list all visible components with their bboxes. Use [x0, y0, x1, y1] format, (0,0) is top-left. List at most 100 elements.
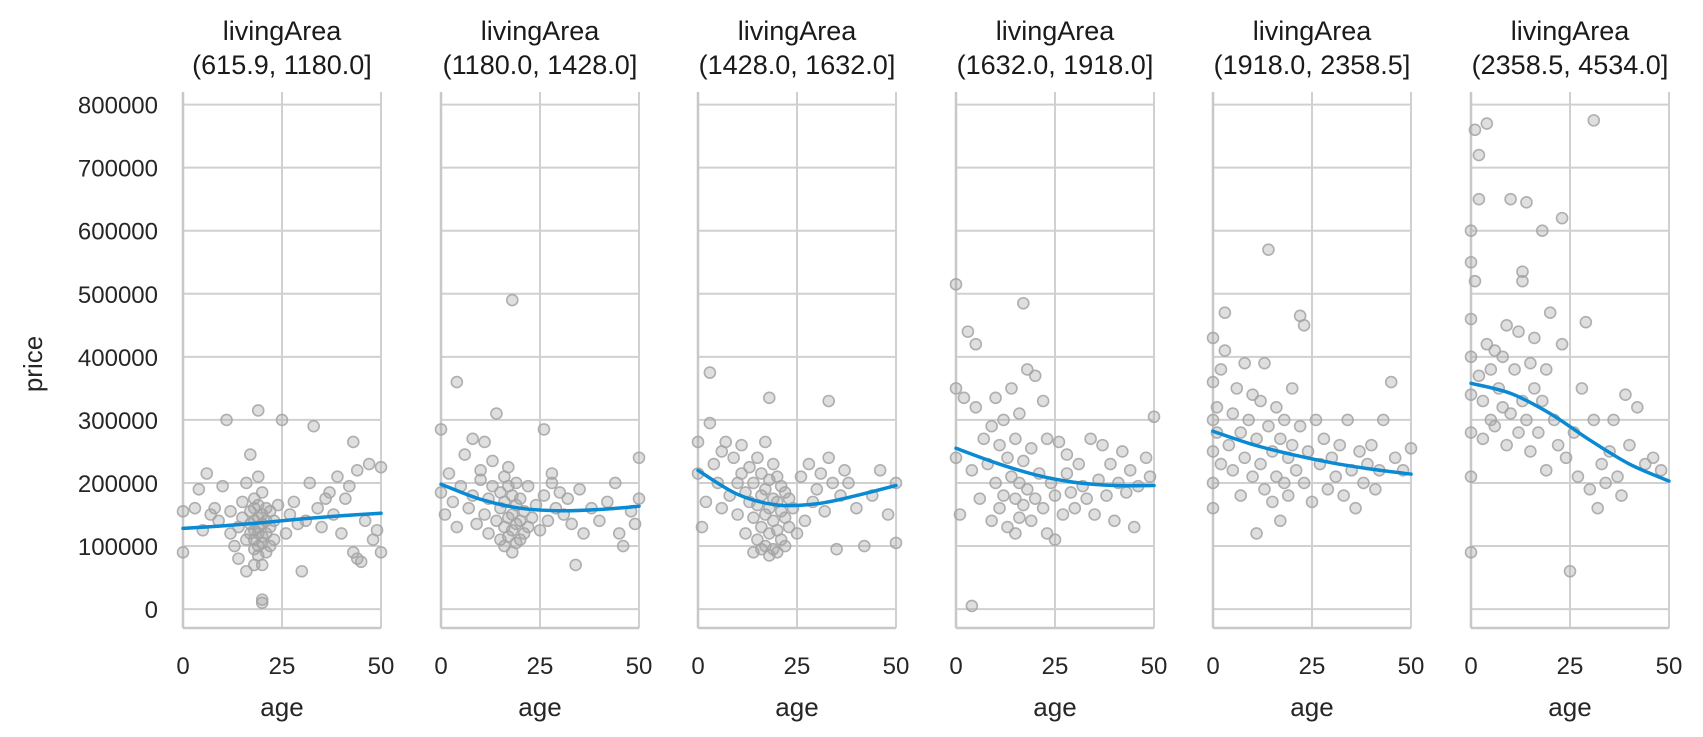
data-point	[1376, 413, 1390, 427]
data-point	[521, 479, 535, 493]
x-tick-label: 0	[691, 653, 704, 680]
data-point	[739, 527, 752, 540]
data-point	[1309, 413, 1323, 427]
data-point	[434, 423, 448, 436]
y-tick-label: 100000	[78, 534, 158, 561]
data-point	[1488, 419, 1502, 433]
data-point	[1520, 196, 1533, 209]
data-point	[1222, 438, 1236, 452]
data-point	[236, 495, 249, 509]
data-point	[1234, 489, 1248, 502]
facet-title-line2: (615.9, 1180.0]	[192, 50, 372, 80]
data-point	[505, 523, 519, 537]
data-point	[1532, 426, 1545, 439]
data-point	[1100, 489, 1113, 502]
data-point	[1218, 306, 1232, 320]
data-point	[993, 438, 1006, 452]
data-point	[778, 486, 792, 499]
data-point	[354, 555, 368, 569]
data-point	[1583, 482, 1597, 496]
data-point	[814, 467, 828, 480]
data-point	[1305, 495, 1319, 509]
data-point	[1365, 438, 1378, 452]
y-tick-label: 400000	[78, 345, 158, 372]
data-point	[774, 479, 788, 493]
data-point	[632, 451, 646, 465]
data-point	[1108, 514, 1121, 528]
data-point	[818, 505, 832, 518]
data-point	[965, 599, 979, 613]
data-point	[1357, 476, 1370, 490]
data-point	[1250, 432, 1263, 446]
data-point	[881, 508, 895, 521]
data-point	[601, 495, 614, 509]
data-point	[1017, 454, 1030, 468]
x-tick-label: 50	[1141, 653, 1168, 680]
data-point	[1226, 464, 1240, 477]
data-point	[577, 527, 590, 540]
data-point	[1528, 331, 1541, 345]
data-point	[794, 470, 808, 483]
data-point	[323, 486, 336, 499]
data-point	[703, 416, 717, 430]
data-point	[442, 467, 456, 480]
data-point	[1206, 445, 1220, 458]
data-point	[616, 539, 630, 553]
data-point	[1088, 508, 1101, 521]
x-tick-label: 50	[626, 653, 653, 680]
data-point	[335, 527, 348, 540]
y-tick-label: 600000	[78, 219, 158, 246]
data-point	[374, 460, 388, 474]
data-point	[470, 517, 483, 531]
data-point	[1539, 464, 1553, 477]
x-tick-label: 25	[1299, 653, 1326, 680]
data-point	[200, 467, 214, 480]
x-tick-label: 25	[1042, 653, 1069, 680]
data-point	[1285, 438, 1299, 452]
data-point	[533, 523, 547, 537]
data-point	[1528, 382, 1541, 395]
facet-panel-6: 0 25 50 age livingArea (2358.5, 4534.0]	[1464, 16, 1682, 722]
data-point	[362, 457, 376, 471]
facet-title-line2: (1918.0, 2358.5]	[1214, 50, 1411, 80]
data-point	[1210, 400, 1224, 414]
data-point	[612, 527, 626, 540]
data-point	[957, 391, 971, 405]
x-tick-label: 0	[1206, 653, 1219, 680]
data-point	[1250, 527, 1263, 540]
data-point	[1341, 413, 1354, 427]
data-point	[1555, 211, 1569, 225]
facet-panel-1: 0 25 50 age livingArea (615.9, 1180.0]	[176, 16, 394, 722]
data-point	[1500, 438, 1513, 452]
data-point	[1520, 413, 1533, 427]
data-point	[1587, 413, 1601, 427]
data-point	[1214, 363, 1228, 376]
data-point	[766, 457, 780, 471]
x-tick-label: 50	[883, 653, 910, 680]
data-point	[482, 527, 495, 540]
data-point	[715, 501, 729, 515]
data-point	[1591, 501, 1605, 515]
fit-line	[1469, 381, 1671, 483]
data-point	[810, 482, 824, 496]
data-point	[1084, 432, 1097, 446]
data-point	[1116, 445, 1129, 458]
data-point	[1060, 467, 1074, 480]
data-point	[545, 467, 559, 480]
data-point	[1143, 470, 1157, 483]
data-point	[263, 539, 277, 553]
data-point	[1504, 192, 1517, 206]
data-point	[1551, 438, 1565, 452]
data-point	[790, 527, 804, 540]
data-point	[691, 435, 705, 449]
data-point	[1274, 432, 1287, 446]
data-point	[1297, 319, 1311, 332]
facet-title-line1: livingArea	[1511, 16, 1631, 46]
data-point	[850, 501, 863, 515]
data-point	[1472, 148, 1486, 162]
x-axis-label: age	[1290, 692, 1333, 722]
data-point	[287, 495, 301, 509]
data-point	[1464, 426, 1478, 439]
data-point	[275, 413, 289, 427]
data-point	[228, 539, 241, 553]
